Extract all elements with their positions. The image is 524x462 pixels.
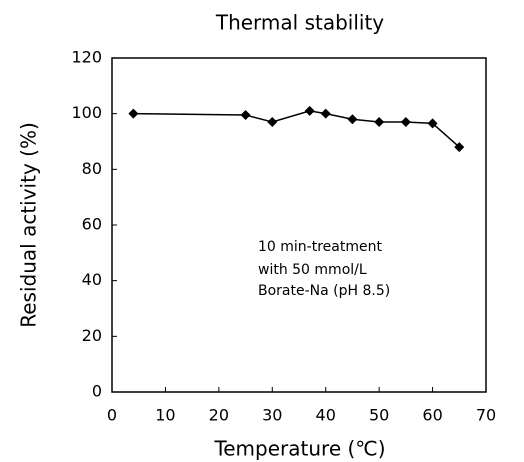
chart-title: Thermal stability (215, 11, 384, 35)
y-tick-label: 0 (92, 382, 102, 401)
marker (304, 105, 315, 116)
x-tick-label: 30 (262, 406, 282, 425)
marker (267, 117, 278, 128)
y-tick-label: 120 (71, 48, 102, 67)
marker (454, 142, 465, 153)
marker (347, 114, 358, 125)
annotation: with 50 mmol/L (258, 262, 367, 278)
marker (374, 117, 385, 128)
x-tick-label: 70 (476, 406, 496, 425)
x-tick-label: 50 (369, 406, 389, 425)
x-axis-label: Temperature (℃) (213, 437, 385, 461)
plot-frame (111, 57, 487, 393)
y-tick-label: 80 (82, 159, 102, 178)
x-tick-label: 60 (422, 406, 442, 425)
marker (128, 108, 139, 119)
x-tick-label: 40 (316, 406, 336, 425)
y-tick-label: 60 (82, 215, 102, 234)
marker (427, 118, 438, 129)
y-axis-label: Residual activity (%) (17, 122, 41, 328)
y-tick-label: 40 (82, 270, 102, 289)
marker (320, 108, 331, 119)
y-tick-label: 20 (82, 326, 102, 345)
line (133, 110, 460, 148)
x-tick-label: 10 (155, 406, 175, 425)
marker (240, 110, 251, 121)
x-tick-label: 0 (107, 406, 117, 425)
marker (400, 117, 411, 128)
x-tick-label: 20 (209, 406, 229, 425)
annotation: 10 min-treatment (258, 239, 382, 255)
annotation: Borate-Na (pH 8.5) (258, 283, 390, 299)
y-tick-label: 100 (71, 103, 102, 122)
